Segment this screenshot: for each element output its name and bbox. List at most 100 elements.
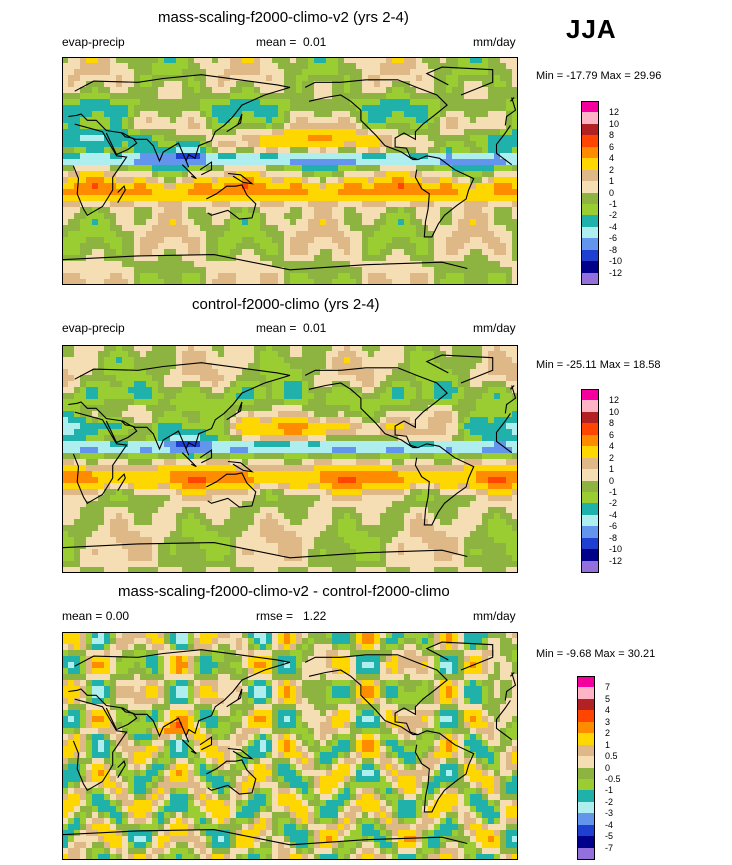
panel2-map [62, 345, 518, 573]
coastline [510, 97, 515, 102]
coastline [206, 184, 257, 220]
colorbar-tick-label: 8 [609, 130, 615, 141]
colorbar-swatch [581, 480, 599, 493]
coastline [425, 354, 494, 384]
colorbar-swatch [581, 215, 599, 228]
colorbar-swatch [581, 446, 599, 459]
colorbar-swatch [581, 503, 599, 516]
colorbar-tick-label: -3 [605, 808, 614, 819]
colorbar-tick-label: 0 [605, 762, 611, 773]
colorbar-swatch [581, 389, 599, 401]
colorbar-tick-label: -2 [609, 498, 618, 509]
panel1-minmax: Min = -17.79 Max = 29.96 [536, 70, 662, 82]
colorbar-tick-label: -2 [609, 210, 618, 221]
coastline [510, 672, 515, 677]
colorbar-tick-label: -6 [609, 521, 618, 532]
coastline [227, 172, 254, 185]
colorbar-swatch [577, 676, 595, 688]
coastline [206, 759, 257, 795]
colorbar-swatch [581, 203, 599, 216]
colorbar-tick-label: -0.5 [605, 773, 621, 784]
colorbar-swatch [581, 272, 599, 285]
colorbar-swatch [581, 238, 599, 251]
colorbar-tick-label: 0 [609, 187, 615, 198]
colorbar-tick-label: 10 [609, 406, 620, 417]
panel3-rmse-value: 1.22 [303, 609, 327, 623]
colorbar-swatch [581, 146, 599, 159]
colorbar-tick-label: 6 [609, 429, 615, 440]
colorbar-swatch [581, 226, 599, 239]
panel1-map [62, 57, 518, 285]
colorbar-swatch [581, 135, 599, 148]
colorbar-tick-label: -1 [609, 198, 618, 209]
coastline [227, 460, 254, 473]
colorbar-swatch [577, 756, 595, 768]
colorbar-tick-label: 4 [609, 153, 615, 164]
colorbar-swatch [581, 457, 599, 470]
panel1-colorbar: 12 10 8 6 4 2 1 0 -1 -2 -4 -6 -8 -10 -12 [581, 101, 661, 285]
colorbar-tick-label: 1 [605, 739, 611, 750]
coastline [304, 79, 448, 161]
colorbar-swatch [581, 549, 599, 562]
coastline [117, 185, 126, 203]
colorbar-swatch [577, 847, 595, 860]
colorbar-swatch [577, 721, 595, 734]
colorbar-swatch [581, 411, 599, 424]
coastline [199, 161, 213, 176]
coastline [226, 688, 243, 708]
panel1-units: mm/day [473, 35, 516, 49]
colorbar-tick-label: -4 [609, 509, 618, 520]
colorbar-tick-label: -1 [609, 486, 618, 497]
colorbar-swatch [581, 514, 599, 527]
season-label: JJA [566, 14, 617, 44]
colorbar-swatch [577, 790, 595, 803]
coastline [105, 132, 138, 156]
colorbar-swatch [581, 101, 599, 113]
panel1-mean-label: mean = [256, 35, 297, 49]
coastline [72, 411, 513, 505]
colorbar-swatch [577, 778, 595, 791]
coastline [206, 472, 257, 508]
colorbar-swatch [581, 423, 599, 436]
coastline [181, 739, 197, 755]
colorbar-swatch [581, 434, 599, 447]
colorbar-tick-label: 0.5 [605, 751, 618, 762]
colorbar-tick-label: -4 [605, 819, 614, 830]
coastline [105, 420, 138, 444]
colorbar-swatch [581, 123, 599, 136]
coastline [72, 123, 513, 217]
colorbar-swatch [577, 801, 595, 814]
colorbar-tick-label: -6 [609, 233, 618, 244]
coastlines [62, 641, 517, 846]
colorbar-tick-label: 1 [609, 464, 615, 475]
colorbar-swatch [577, 733, 595, 746]
colorbar-swatch [577, 836, 595, 849]
coastline [181, 164, 197, 180]
colorbar-tick-label: -4 [609, 221, 618, 232]
colorbar-tick-label: -12 [609, 267, 623, 278]
colorbar-swatch [577, 710, 595, 723]
coastline [68, 649, 517, 743]
colorbar-swatch [581, 112, 599, 125]
coastline [304, 654, 448, 736]
coastline [226, 113, 243, 133]
field-cells [62, 345, 518, 573]
coastlines [62, 66, 517, 271]
colorbar-tick-label: 4 [605, 705, 611, 716]
panel2-variable: evap-precip [62, 321, 125, 335]
colorbar-swatch [577, 767, 595, 780]
colorbar-swatch [581, 169, 599, 182]
colorbar-swatch [577, 744, 595, 757]
colorbar-swatch [577, 687, 595, 700]
coastline [181, 452, 197, 468]
colorbar-tick-label: 6 [609, 141, 615, 152]
colorbar-swatch [577, 698, 595, 711]
colorbar-tick-label: 12 [609, 107, 620, 118]
panel1-title: mass-scaling-f2000-climo-v2 (yrs 2-4) [158, 9, 409, 26]
coastline [425, 66, 494, 96]
coastline [425, 641, 494, 671]
colorbar-swatch [577, 813, 595, 826]
colorbar-swatch [581, 491, 599, 504]
colorbar-swatch [581, 560, 599, 573]
colorbar-swatch [581, 469, 599, 481]
